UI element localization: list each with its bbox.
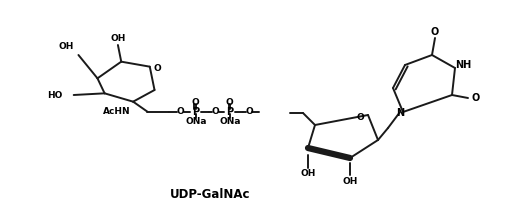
Text: UDP-GalNAc: UDP-GalNAc [170, 189, 250, 201]
Text: O: O [191, 98, 199, 107]
Text: O: O [356, 112, 364, 121]
Text: AcHN: AcHN [103, 107, 130, 116]
Text: OH: OH [343, 177, 358, 186]
Text: ONa: ONa [185, 117, 207, 126]
Text: O: O [472, 93, 480, 103]
Text: O: O [177, 107, 185, 116]
Text: HO: HO [47, 91, 62, 99]
Text: N: N [396, 108, 404, 118]
Text: ONa: ONa [219, 117, 241, 126]
Text: P: P [226, 107, 234, 117]
Text: OH: OH [110, 34, 126, 43]
Text: P: P [192, 107, 199, 117]
Text: O: O [431, 27, 439, 37]
Text: O: O [211, 107, 219, 116]
Text: NH: NH [455, 60, 471, 70]
Text: O: O [153, 64, 161, 73]
Text: O: O [245, 107, 253, 116]
Text: OH: OH [59, 42, 74, 51]
Text: O: O [225, 98, 233, 107]
Text: OH: OH [300, 170, 316, 178]
